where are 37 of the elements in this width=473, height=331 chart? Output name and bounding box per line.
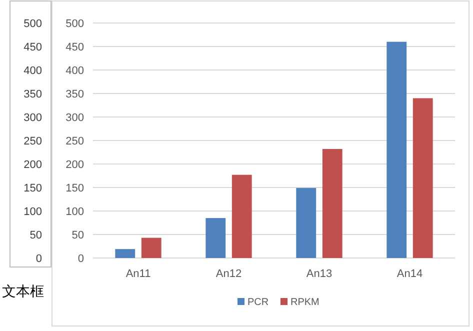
x-tick-label: An13 — [306, 268, 332, 280]
y2-tick-label: 350 — [24, 88, 42, 100]
y-tick-label: 350 — [66, 88, 84, 100]
bar — [141, 238, 162, 258]
bar — [386, 42, 407, 258]
y2-tick-label: 450 — [24, 42, 42, 54]
y-tick-label: 0 — [78, 253, 84, 265]
y-tick-label: 50 — [72, 230, 84, 242]
y-tick-label: 100 — [66, 206, 84, 218]
bar — [296, 188, 316, 258]
text: 文本框 — [2, 283, 44, 299]
x-tick-label: An12 — [216, 268, 242, 280]
y2-tick-label: 100 — [24, 206, 42, 218]
bar — [232, 174, 252, 258]
bar — [322, 148, 342, 258]
y2-tick-label: 200 — [24, 159, 42, 171]
y2-tick-label: 50 — [30, 230, 42, 242]
bar — [115, 249, 136, 258]
x-tick-label: An14 — [396, 268, 423, 280]
y-tick-label: 200 — [66, 159, 84, 171]
y2-tick-label: 0 — [36, 253, 42, 265]
x-tick-label: An11 — [126, 268, 151, 280]
y-tick-label: 450 — [66, 42, 84, 54]
y2-tick-label: 250 — [24, 136, 42, 148]
bar — [206, 218, 226, 258]
y-tick-label: 500 — [66, 18, 84, 30]
y2-tick-label: 400 — [24, 65, 42, 77]
y-tick-label: 250 — [66, 136, 84, 148]
legend-label: RPKM — [290, 297, 320, 308]
y2-tick-label: 300 — [24, 112, 42, 124]
y-tick-label: 400 — [66, 65, 84, 77]
y-tick-label: 300 — [66, 112, 84, 124]
legend-label: PCR — [248, 297, 269, 308]
y-tick-label: 150 — [66, 182, 84, 194]
y2-tick-label: 150 — [24, 182, 42, 194]
bar — [412, 98, 433, 258]
y2-tick-label: 500 — [24, 18, 42, 30]
